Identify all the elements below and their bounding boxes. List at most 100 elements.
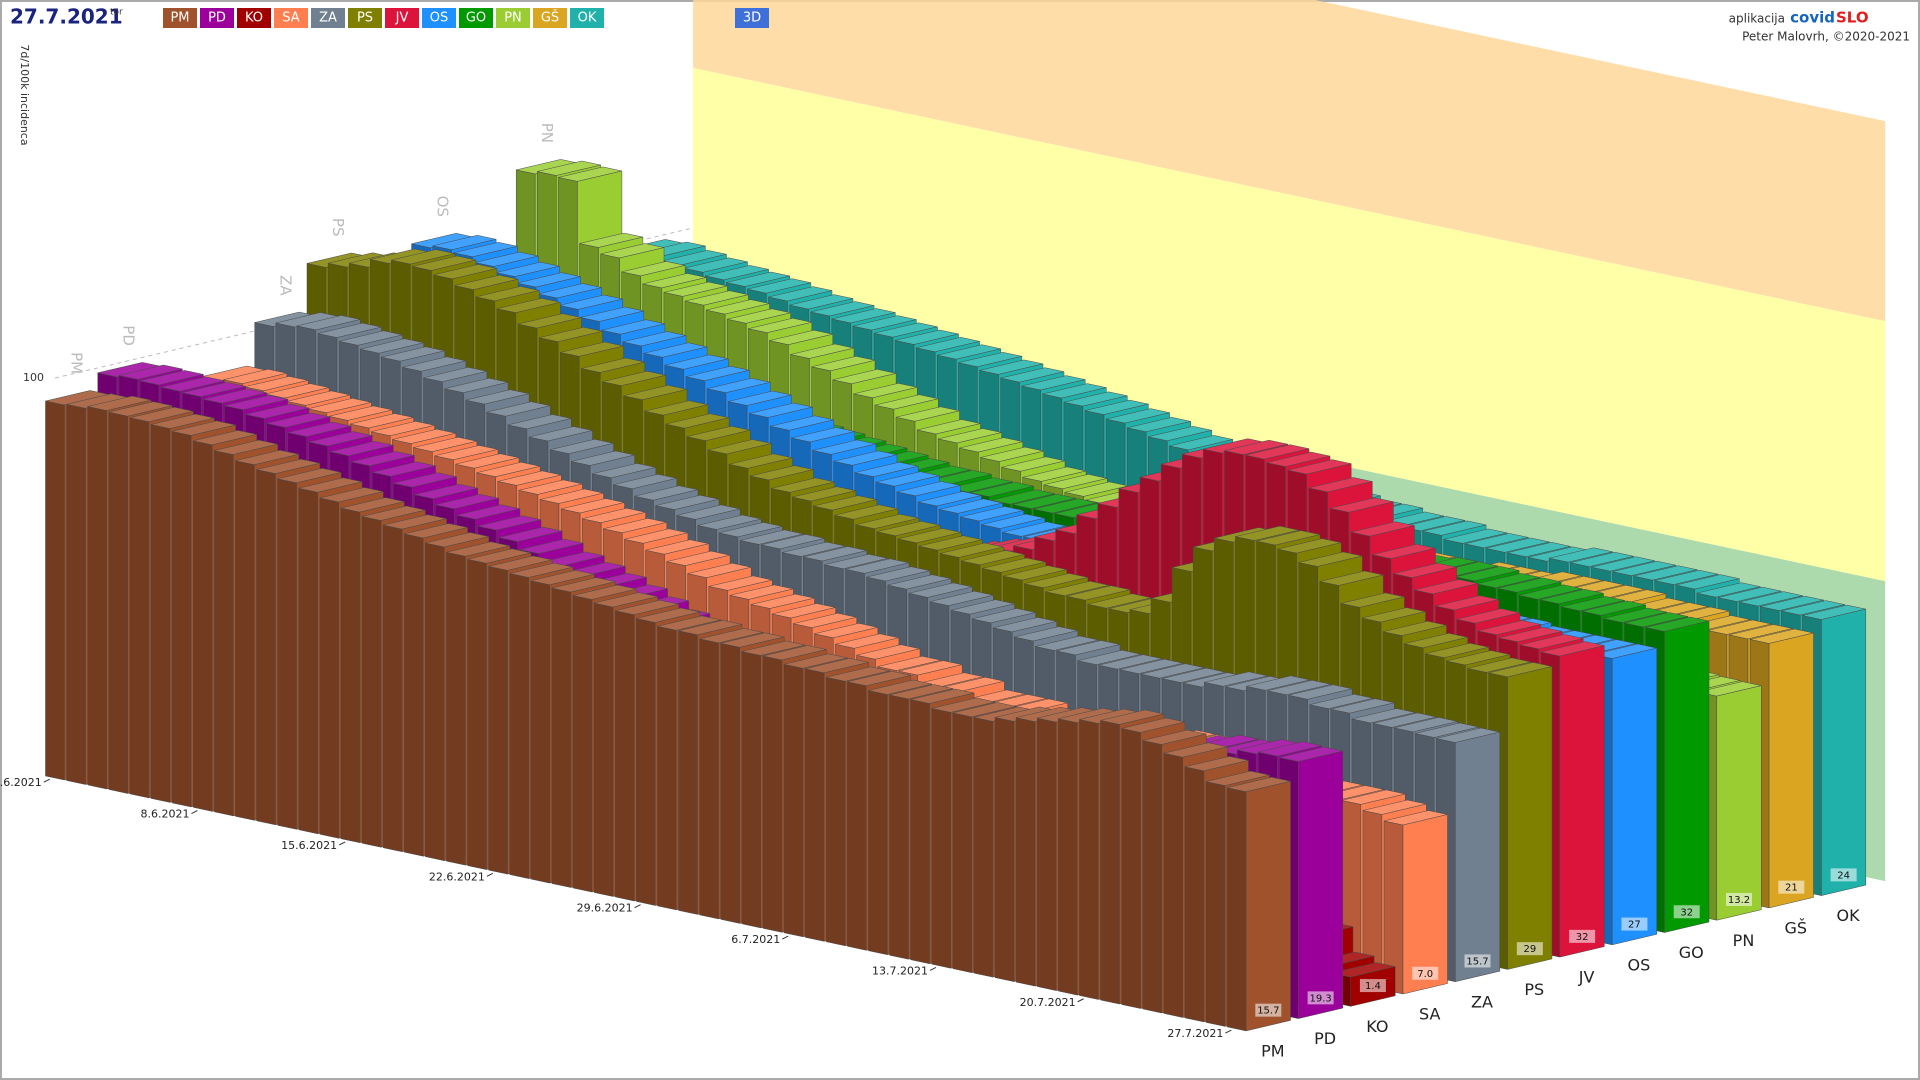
legend-swatch[interactable] (311, 8, 345, 28)
threshold-band (693, 67, 1886, 582)
legend-label[interactable]: KO (245, 11, 263, 26)
legend-swatch[interactable] (422, 8, 456, 28)
legend-label[interactable]: GŠ (541, 10, 559, 26)
legend-button[interactable]: OS (422, 8, 456, 28)
series-label: PM (1261, 1042, 1284, 1061)
value-label-bg (1778, 880, 1805, 894)
legend-swatch[interactable] (570, 8, 604, 28)
legend-swatch[interactable] (274, 8, 308, 28)
legend-button[interactable]: KO (237, 8, 271, 28)
series-ghost-label: ZA (277, 275, 295, 296)
bar-side (551, 587, 572, 888)
bar-side (171, 431, 192, 808)
value-label-bg (1412, 966, 1439, 980)
bar-front (1402, 814, 1448, 995)
bar-side (150, 424, 171, 803)
bar-side (108, 411, 129, 794)
value-label: 24 (1837, 870, 1850, 881)
y-tick-label: 100 (23, 371, 44, 384)
bar-side (657, 625, 677, 911)
bar-front (1664, 620, 1710, 933)
bar-front (1298, 750, 1344, 1019)
legend-swatch[interactable] (348, 8, 382, 28)
legend-label[interactable]: GO (466, 11, 486, 26)
app-name-2: SLO (1836, 9, 1869, 27)
bar-side (1226, 787, 1247, 1032)
bar-side (572, 595, 593, 893)
x-tick (1077, 998, 1084, 1003)
legend-button[interactable]: ZA (311, 8, 345, 28)
legend-label[interactable]: ZA (319, 11, 337, 26)
bar-side (762, 655, 783, 933)
bar-side (403, 533, 424, 857)
value-label: 15.7 (1466, 956, 1488, 967)
legend-button[interactable]: PD (200, 8, 234, 28)
x-tick-label: 27.7.2021 (1167, 1027, 1223, 1040)
date: 27.7.2021 (10, 5, 123, 29)
legend-label[interactable]: PS (357, 11, 373, 26)
value-label: 15.7 (1257, 1006, 1279, 1017)
legend-button[interactable]: GŠ (533, 8, 567, 28)
bar-front (1507, 666, 1553, 970)
value-label-bg (1621, 917, 1648, 931)
value-label: 7.0 (1417, 969, 1433, 980)
legend-label[interactable]: JV (395, 11, 409, 26)
legend-label[interactable]: PN (504, 11, 522, 26)
legend-button[interactable]: PS (348, 8, 382, 28)
legend-swatch[interactable] (163, 8, 197, 28)
weekday: tor (110, 8, 123, 18)
x-tick-label: 29.6.2021 (577, 902, 633, 915)
bar-side (741, 651, 762, 929)
legend-button[interactable]: PN (496, 8, 530, 28)
bar-front (1455, 731, 1501, 983)
legend-label[interactable]: OS (430, 11, 448, 26)
legend-button[interactable]: OK (570, 8, 604, 28)
legend-label[interactable]: OK (578, 11, 597, 26)
legend-button[interactable]: SA (274, 8, 308, 28)
bar-side (1205, 781, 1226, 1027)
author: Peter Malovrh, ©2020-2021 (1742, 30, 1910, 44)
legend-button[interactable]: GO (459, 8, 493, 28)
legend-swatch[interactable] (200, 8, 234, 28)
x-tick-label: 13.7.2021 (872, 964, 928, 977)
bar-side (66, 403, 86, 785)
bar-side (382, 524, 403, 853)
legend-swatch[interactable] (496, 8, 530, 28)
bar-front (1716, 685, 1762, 921)
value-label: 32 (1680, 907, 1693, 918)
legend-swatch[interactable] (385, 8, 419, 28)
button-3d-bg[interactable] (735, 8, 769, 28)
legend-button[interactable]: PM (163, 8, 197, 28)
bar-side (973, 717, 994, 978)
bar-side (678, 630, 698, 915)
series-label: PN (1733, 931, 1755, 950)
app-prefix: aplikacija (1729, 12, 1785, 26)
bar-side (488, 566, 508, 875)
series-label: PS (1524, 980, 1544, 999)
series-label: KO (1366, 1017, 1388, 1036)
button-3d[interactable]: 3D (735, 8, 769, 28)
value-label: 21 (1785, 883, 1798, 894)
legend-swatch[interactable] (237, 8, 271, 28)
legend-label[interactable]: PD (208, 11, 226, 26)
legend-label[interactable]: SA (282, 11, 299, 26)
series-ghost-label: OS (434, 196, 452, 217)
x-tick (634, 904, 641, 909)
x-tick (338, 841, 346, 846)
value-label-bg (1726, 892, 1753, 906)
bar-side (446, 551, 466, 866)
series-ghost-label: PS (329, 218, 347, 237)
bar-side (214, 450, 234, 817)
bars-layer (45, 159, 1867, 1032)
bar-side (340, 507, 361, 844)
legend-label[interactable]: PM (170, 11, 189, 26)
legend-swatch[interactable] (533, 8, 567, 28)
button-3d-label[interactable]: 3D (743, 11, 761, 26)
bar-side (847, 681, 867, 951)
bar-side (699, 638, 719, 920)
value-label: 27 (1628, 920, 1641, 931)
legend-button[interactable]: JV (385, 8, 419, 28)
legend-swatch[interactable] (459, 8, 493, 28)
value-label-bg (1673, 905, 1700, 919)
